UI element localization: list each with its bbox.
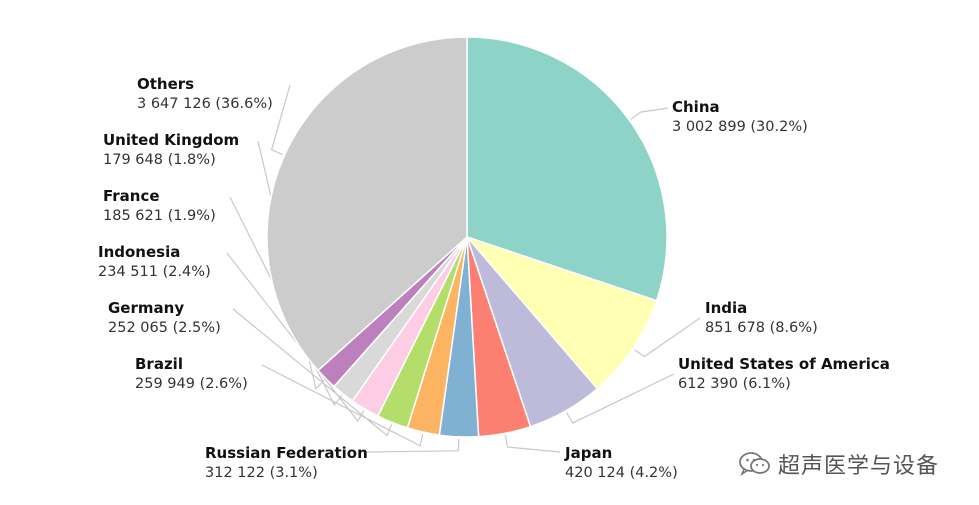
slice-label-france: France 185 621 (1.9%) [103,186,216,226]
slice-label-value: 3 002 899 (30.2%) [672,119,808,135]
slice-label-value: 612 390 (6.1%) [678,376,791,392]
leader-line [630,107,669,120]
slice-label-value: 3 647 126 (36.6%) [137,96,273,112]
slice-label-japan: Japan 420 124 (4.2%) [565,443,678,483]
slice-label-name: Russian Federation [205,444,368,462]
slice-label-name: France [103,187,160,205]
leader-line [634,317,701,358]
slice-label-name: Others [137,75,195,93]
leader-line [232,308,393,437]
slice-label-value: 179 648 (1.8%) [103,152,216,168]
slice-label-value: 851 678 (8.6%) [705,320,818,336]
leader-line [566,373,675,424]
slice-label-indonesia: Indonesia 234 511 (2.4%) [98,242,211,282]
slice-label-name: Indonesia [98,243,181,261]
leader-line [270,84,291,156]
wechat-icon [739,452,770,477]
slice-label-value: 312 122 (3.1%) [205,465,318,481]
pie-slices [266,36,668,438]
slice-label-germany: Germany 252 065 (2.5%) [108,298,221,338]
slice-label-brazil: Brazil 259 949 (2.6%) [135,354,248,394]
slice-label-value: 234 511 (2.4%) [98,264,211,280]
slice-label-name: India [705,299,748,317]
leader-line [504,435,561,453]
slice-label-china: China 3 002 899 (30.2%) [672,97,808,137]
slice-label-value: 185 621 (1.9%) [103,208,216,224]
pie-slice-india [464,235,658,390]
slice-label-name: China [672,98,720,116]
leader-line [261,364,424,447]
slice-label-name: Brazil [135,355,183,373]
pie-slice-china [466,36,668,302]
leader-line [365,438,460,453]
slice-label-usa: United States of America 612 390 (6.1%) [678,354,890,394]
slice-label-name: United Kingdom [103,131,240,149]
slice-label-name: Germany [108,299,185,317]
slice-label-india: India 851 678 (8.6%) [705,298,818,338]
leader-line [229,196,343,407]
slice-label-united-kingdom: United Kingdom 179 648 (1.8%) [103,130,239,170]
slice-label-value: 259 949 (2.6%) [135,376,248,392]
slice-label-value: 252 065 (2.5%) [108,320,221,336]
slice-label-name: United States of America [678,355,890,373]
leader-line [226,252,365,423]
slice-label-value: 420 124 (4.2%) [565,465,678,481]
slice-label-russian-federation: Russian Federation 312 122 (3.1%) [205,443,368,483]
slice-label-name: Japan [565,444,613,462]
pie-slice-others [266,36,468,372]
slice-label-others: Others 3 647 126 (36.6%) [137,74,273,114]
watermark-text: 超声医学与设备 [778,454,940,479]
watermark: 超声医学与设备 [738,448,939,480]
